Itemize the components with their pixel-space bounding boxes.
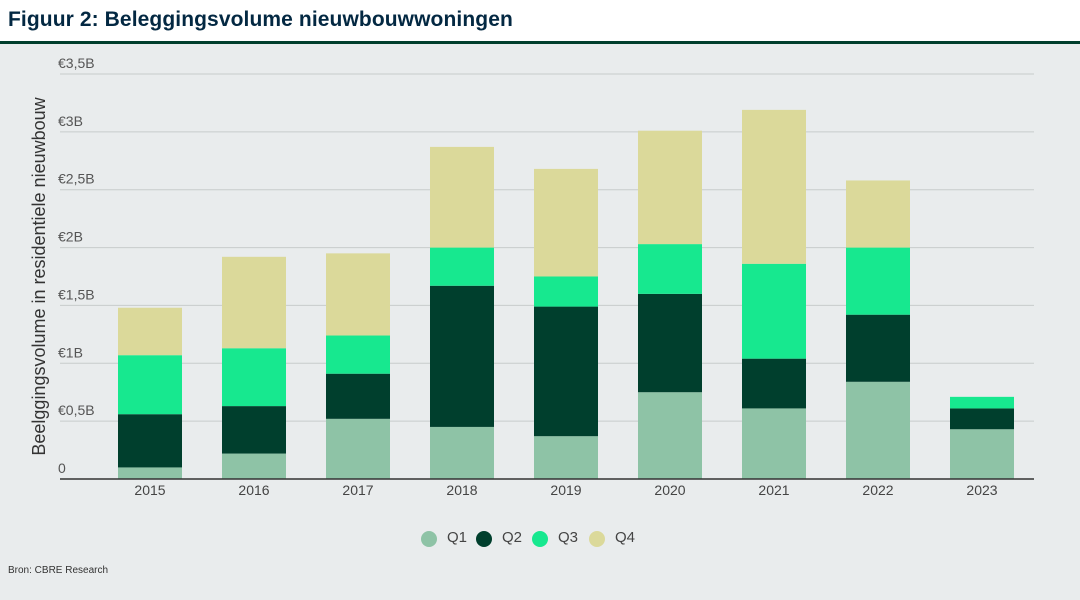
source-note: Bron: CBRE Research	[8, 565, 109, 576]
bar-q1-2018	[430, 426, 494, 479]
bar-q2-2018	[430, 285, 494, 427]
bar-q2-2020	[638, 293, 702, 393]
y-tick-label: €2B	[58, 229, 83, 245]
bar-q1-2015	[118, 467, 182, 479]
bar-q2-2019	[534, 306, 598, 437]
x-tick-label: 2018	[446, 482, 477, 498]
y-tick-label: 0	[58, 460, 66, 476]
bar-q4-2019	[534, 168, 598, 277]
bar-q2-2022	[846, 314, 910, 382]
bar-q1-2022	[846, 381, 910, 479]
legend-label-q4: Q4	[615, 529, 635, 546]
bar-q1-2020	[638, 392, 702, 479]
bar-q1-2017	[326, 418, 390, 479]
bar-q1-2023	[950, 429, 1014, 479]
bar-q4-2021	[742, 109, 806, 264]
legend-label-q3: Q3	[558, 529, 578, 546]
bar-q4-2022	[846, 180, 910, 248]
stacked-bar-chart: 0 €0,5B €1B €1,5B €2B €2,5B €3B €3,5B Beelggings…	[29, 55, 1034, 547]
bar-q3-2016	[222, 348, 286, 407]
y-tick-label: €3,5B	[58, 55, 95, 71]
bar-q4-2015	[118, 307, 182, 356]
bar-q2-2017	[326, 373, 390, 419]
bar-q3-2019	[534, 276, 598, 307]
bar-q4-2016	[222, 256, 286, 349]
x-tick-label: 2022	[862, 482, 893, 498]
x-tick-label: 2016	[238, 482, 269, 498]
bar-q2-2015	[118, 414, 182, 468]
y-tick-label: €2,5B	[58, 171, 95, 187]
legend-marker-q2	[476, 531, 492, 547]
y-tick-label: €3B	[58, 113, 83, 129]
bar-q4-2018	[430, 146, 494, 248]
bar-q4-2017	[326, 253, 390, 336]
title-bar: Figuur 2: Beleggingsvolume nieuwbouwwoni…	[0, 0, 1080, 44]
legend-label-q2: Q2	[502, 529, 522, 546]
bar-q1-2021	[742, 408, 806, 479]
bar-q3-2015	[118, 355, 182, 415]
x-tick-label: 2021	[758, 482, 789, 498]
y-tick-label: €1,5B	[58, 286, 95, 302]
y-tick-label: €0,5B	[58, 402, 95, 418]
legend-label-q1: Q1	[447, 529, 467, 546]
bar-q4-2020	[638, 130, 702, 245]
x-tick-label: 2019	[550, 482, 581, 498]
y-tick-label: €1B	[58, 344, 83, 360]
x-tick-label: 2017	[342, 482, 373, 498]
bar-q2-2023	[950, 408, 1014, 430]
chart-title: Figuur 2: Beleggingsvolume nieuwbouwwoni…	[8, 8, 513, 31]
bar-q3-2021	[742, 263, 806, 359]
x-tick-label: 2015	[134, 482, 165, 498]
bar-q2-2016	[222, 406, 286, 454]
bar-q3-2023	[950, 396, 1014, 409]
legend-marker-q1	[421, 531, 437, 547]
y-axis-label: Beelggingsvolume in residentiele nieuwbo…	[29, 96, 49, 455]
legend-marker-q4	[589, 531, 605, 547]
bar-q3-2018	[430, 247, 494, 286]
bar-q3-2022	[846, 247, 910, 315]
x-tick-label: 2023	[966, 482, 997, 498]
legend-marker-q3	[532, 531, 548, 547]
bar-q2-2021	[742, 358, 806, 409]
x-tick-label: 2020	[654, 482, 685, 498]
bar-q1-2016	[222, 453, 286, 479]
bar-q3-2017	[326, 335, 390, 374]
bar-q1-2019	[534, 436, 598, 479]
bar-q3-2020	[638, 244, 702, 294]
